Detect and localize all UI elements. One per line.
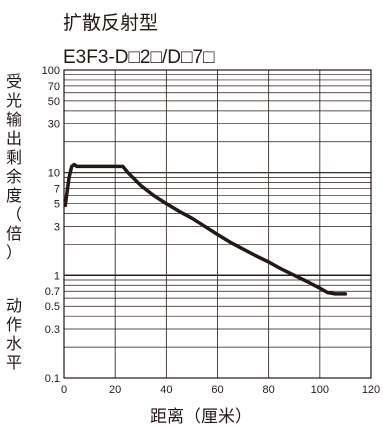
x-tick-label: 120 (362, 384, 380, 396)
plot-frame (63, 69, 372, 379)
axes (63, 69, 372, 379)
tick-labels: 0.1 0.3 0.5 0.7 1 3 5 7 10 30 50 70 100 0 20 40 60 80 100 1… (42, 65, 381, 396)
y-tick-label: 0.3 (45, 324, 60, 336)
chart-title: 扩散反射型 (63, 12, 159, 34)
x-tick-label: 60 (211, 384, 223, 396)
model-label: E3F3-D□2□/D□7□ (63, 47, 215, 68)
y-tick-label: 70 (48, 81, 60, 93)
x-axis-label: 距离（厘米） (150, 407, 252, 427)
y-tick-label: 1 (54, 270, 60, 282)
y-tick-label: 50 (48, 96, 60, 108)
series-line (63, 162, 348, 296)
operating-level-label: 动 作 水 平 (5, 296, 22, 372)
y-tick-label: 3 (54, 221, 60, 233)
y-axis-label: 受 光 输 出 剩 余 度 （ 倍 ） (5, 72, 22, 262)
y-tick-label: 7 (54, 184, 60, 196)
grid (64, 70, 371, 378)
y-tick-label: 10 (48, 168, 60, 180)
y-tick-label: 0.5 (45, 301, 60, 313)
x-tick-label: 20 (109, 384, 121, 396)
y-tick-label: 30 (48, 119, 60, 131)
x-tick-label: 100 (311, 384, 329, 396)
y-tick-label: 5 (54, 199, 60, 211)
y-tick-label: 0.1 (45, 373, 60, 385)
y-tick-label: 0.7 (45, 286, 60, 298)
x-tick-label: 40 (160, 384, 172, 396)
x-tick-label: 0 (61, 384, 67, 396)
y-tick-label: 100 (42, 65, 60, 77)
x-tick-label: 80 (263, 384, 275, 396)
